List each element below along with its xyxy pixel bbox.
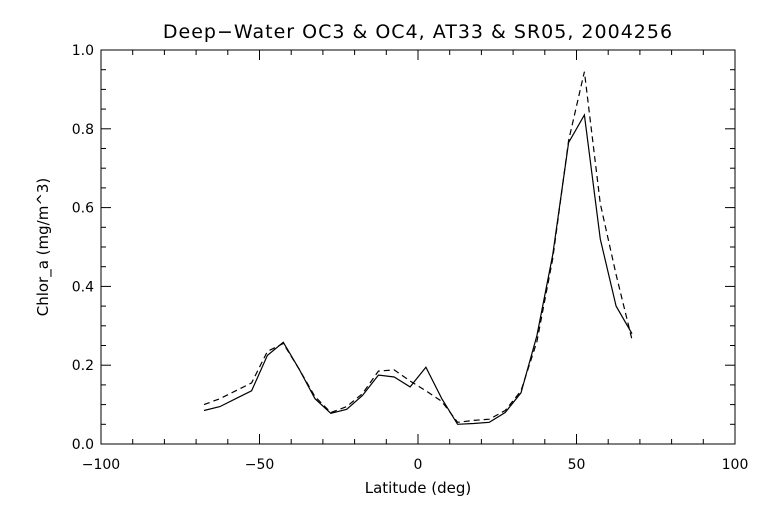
chart-title: Deep−Water OC3 & OC4, AT33 & SR05, 20042…	[163, 21, 673, 43]
y-tick-label: 0.4	[72, 279, 94, 295]
series-line-solid	[203, 113, 633, 425]
x-tick-label: −50	[245, 457, 275, 473]
x-tick-label: −100	[82, 457, 120, 473]
y-tick-label: 0.6	[72, 201, 94, 217]
series-layer	[203, 71, 633, 425]
axis-ticks	[100, 49, 736, 445]
plot-frame	[100, 49, 736, 445]
series-line-dashed	[203, 71, 633, 423]
y-tick-label: 0.0	[72, 437, 94, 453]
x-axis-label: Latitude (deg)	[365, 479, 471, 497]
x-tick-label: 50	[568, 457, 586, 473]
x-tick-label: 100	[722, 457, 749, 473]
x-tick-label: 0	[414, 457, 423, 473]
y-tick-label: 0.2	[72, 358, 94, 374]
axis-tick-labels: −100 −50 0 50 100 0.0 0.2 0.4 0.6 0.8 1.0	[72, 43, 749, 473]
y-tick-label: 1.0	[72, 43, 94, 59]
y-axis-label: Chlor_a (mg/m^3)	[34, 178, 53, 317]
y-tick-label: 0.8	[72, 122, 94, 138]
